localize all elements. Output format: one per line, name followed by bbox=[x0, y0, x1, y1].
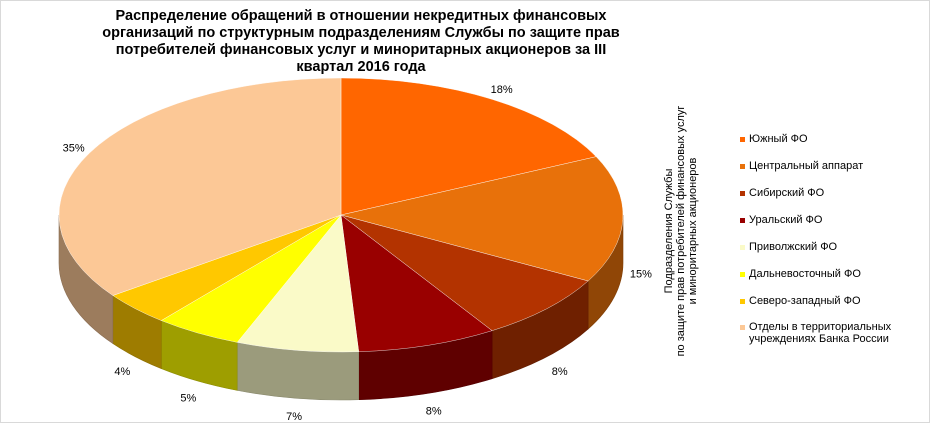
legend-label: Отделы в территориальных учреждениях Бан… bbox=[749, 321, 892, 345]
data-label-6: 5% bbox=[180, 392, 196, 404]
legend-item-2: Центральный аппарат bbox=[740, 160, 919, 172]
legend-item-4: Уральский ФО bbox=[740, 214, 919, 226]
data-label-2: 15% bbox=[630, 269, 652, 281]
legend-label: Дальневосточный ФО bbox=[749, 268, 861, 280]
legend-title-line: и миноритарных акционеров bbox=[687, 157, 699, 305]
data-label-7: 4% bbox=[114, 366, 130, 378]
legend-item-1: Южный ФО bbox=[740, 133, 919, 145]
legend-title-line: по защите прав потребителей финансовых у… bbox=[675, 105, 687, 357]
legend-item-7: Северо-западный ФО bbox=[740, 295, 919, 307]
data-label-4: 8% bbox=[426, 406, 442, 418]
legend-label: Центральный аппарат bbox=[749, 160, 864, 172]
data-label-5: 7% bbox=[286, 411, 302, 423]
pie-slices bbox=[58, 77, 624, 353]
pie-slice-8 bbox=[58, 77, 342, 296]
legend-swatch bbox=[740, 164, 745, 169]
legend-swatch bbox=[740, 218, 745, 223]
legend: Южный ФО Центральный аппарат Сибирский ФО У… bbox=[740, 133, 919, 360]
pie-slice-2 bbox=[340, 156, 624, 282]
pie-slice-1 bbox=[340, 77, 597, 216]
legend-swatch bbox=[740, 191, 745, 196]
legend-item-6: Дальневосточный ФО bbox=[740, 268, 919, 280]
data-label-8: 35% bbox=[63, 142, 85, 154]
legend-item-3: Сибирский ФО bbox=[740, 187, 919, 199]
data-labels: 18% 15% 8% 8% 7% 5% 4% 35% bbox=[63, 84, 652, 423]
legend-swatch bbox=[740, 325, 745, 330]
pie-slice-3 bbox=[340, 214, 589, 331]
data-label-3: 8% bbox=[552, 366, 568, 378]
pie-slice-5 bbox=[236, 214, 359, 353]
legend-swatch bbox=[740, 137, 745, 142]
legend-title-line: Подразделения Службы bbox=[663, 168, 675, 294]
legend-label: Северо-западный ФО bbox=[749, 295, 861, 307]
legend-label: Южный ФО bbox=[749, 133, 808, 145]
legend-swatch bbox=[740, 272, 745, 277]
legend-swatch bbox=[740, 245, 745, 250]
legend-swatch bbox=[740, 299, 745, 304]
legend-item-8: Отделы в территориальных учреждениях Бан… bbox=[740, 321, 919, 345]
chart-title: Распределение обращений в отношении некр… bbox=[102, 8, 620, 75]
legend-item-5: Приволжский ФО bbox=[740, 241, 919, 253]
legend-label: Уральский ФО bbox=[749, 214, 823, 226]
data-label-1: 18% bbox=[491, 84, 513, 96]
legend-label: Приволжский ФО bbox=[749, 241, 838, 253]
legend-label: Сибирский ФО bbox=[749, 187, 825, 199]
pie-slice-4 bbox=[340, 214, 493, 352]
pie-side-walls bbox=[58, 214, 624, 401]
legend-title: Подразделения Службы по защите прав потр… bbox=[663, 91, 699, 371]
